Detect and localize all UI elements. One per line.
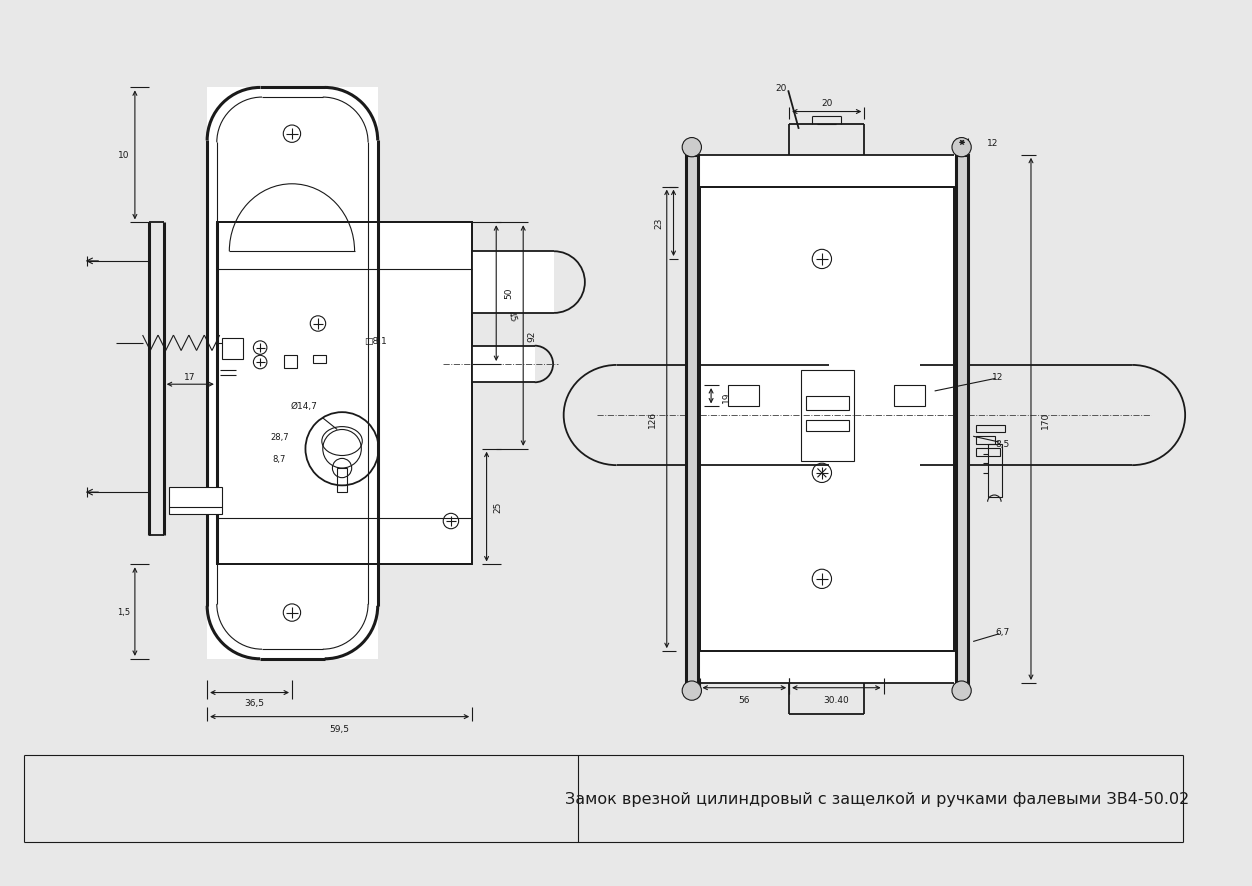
Text: 126: 126 (647, 411, 657, 428)
Bar (729, 385, 759, 407)
Bar (805, 396, 849, 411)
Text: 8,7: 8,7 (273, 455, 287, 463)
Bar (700, 188, 954, 651)
Text: 1,5: 1,5 (116, 608, 130, 617)
Bar (977, 425, 1005, 433)
Circle shape (952, 138, 972, 158)
Text: □8,1: □8,1 (364, 337, 387, 346)
Bar (284, 356, 297, 369)
Bar (805, 420, 849, 432)
Circle shape (952, 681, 972, 701)
Text: 20: 20 (775, 84, 786, 93)
Text: 10: 10 (118, 152, 129, 160)
Wedge shape (324, 89, 378, 141)
Text: 36,5: 36,5 (244, 698, 264, 707)
Bar (207, 89, 378, 659)
Text: 28,7: 28,7 (270, 432, 289, 441)
Text: 6,7: 6,7 (995, 627, 1009, 637)
Bar (472, 346, 535, 383)
Text: 56: 56 (739, 695, 750, 704)
Circle shape (682, 138, 701, 158)
Text: 170: 170 (1040, 411, 1050, 428)
Bar (700, 188, 954, 651)
Text: Замок врезной цилиндровый с защелкой и ручками фалевыми ЗВ4-50.02: Замок врезной цилиндровый с защелкой и р… (565, 791, 1189, 806)
Bar (169, 488, 222, 515)
Bar (988, 445, 1002, 497)
Text: 59,5: 59,5 (329, 724, 349, 733)
Wedge shape (324, 606, 378, 659)
Bar (222, 338, 243, 360)
Bar (472, 252, 555, 314)
Text: 23: 23 (655, 217, 664, 229)
Text: Ø14,7: Ø14,7 (290, 401, 317, 410)
Text: 20: 20 (821, 99, 833, 108)
Bar (977, 437, 995, 445)
Bar (894, 385, 925, 407)
Text: 45: 45 (506, 309, 517, 323)
Text: 8,5: 8,5 (995, 440, 1009, 449)
Bar (977, 448, 1000, 456)
Wedge shape (207, 89, 260, 141)
Bar (801, 370, 854, 462)
Text: 92: 92 (527, 330, 536, 341)
Text: 17: 17 (184, 373, 195, 382)
Text: 50: 50 (505, 288, 513, 299)
Bar (313, 356, 326, 363)
Text: 19: 19 (722, 391, 731, 402)
Bar (217, 223, 472, 564)
Bar (337, 469, 347, 493)
Bar (955, 156, 968, 683)
Bar (697, 156, 955, 683)
Text: 12: 12 (987, 139, 998, 148)
Bar (686, 156, 697, 683)
Wedge shape (207, 606, 260, 659)
Text: 30.40: 30.40 (824, 695, 849, 704)
Text: 12: 12 (992, 373, 1003, 382)
Text: 25: 25 (493, 501, 502, 513)
Circle shape (682, 681, 701, 701)
Bar (217, 223, 472, 564)
